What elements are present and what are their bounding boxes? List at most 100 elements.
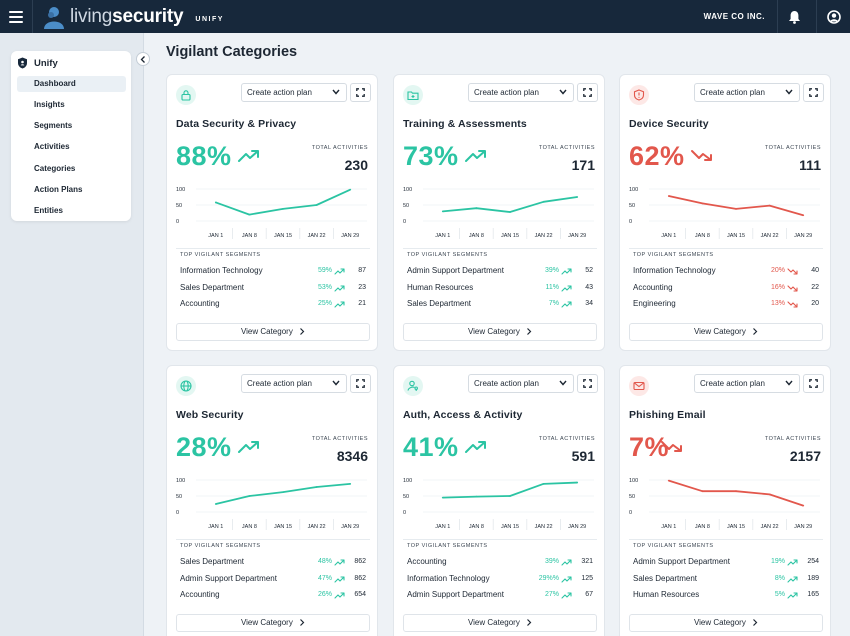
segment-percent: 26% bbox=[317, 591, 332, 598]
notifications-button[interactable] bbox=[777, 0, 811, 33]
vigilant-percent: 28% bbox=[176, 432, 232, 462]
shield-alert-icon bbox=[633, 89, 645, 101]
segment-name: Human Resources bbox=[633, 590, 700, 599]
segment-name: Admin Support Department bbox=[180, 573, 277, 583]
segment-row[interactable]: Accounting 16% 22 bbox=[633, 281, 819, 295]
segment-row[interactable]: Admin Support Department 27% 67 bbox=[407, 588, 593, 602]
segment-name: Engineering bbox=[633, 299, 676, 308]
expand-button[interactable] bbox=[577, 83, 598, 102]
segment-row[interactable]: Information Technology 59% 87 bbox=[180, 264, 366, 278]
create-action-plan-dropdown[interactable]: Create action plan bbox=[694, 83, 800, 102]
company-name: WAVE CO INC. bbox=[703, 12, 765, 21]
segment-count: 862 bbox=[354, 558, 366, 565]
data-point bbox=[475, 207, 478, 210]
expand-icon bbox=[809, 88, 818, 97]
top-segments-label: TOP VIGILANT SEGMENTS bbox=[180, 252, 261, 258]
user-menu-button[interactable] bbox=[816, 0, 850, 33]
segment-row[interactable]: Human Resources 11% 43 bbox=[407, 281, 593, 295]
trend-up-icon bbox=[334, 301, 345, 308]
create-action-plan-dropdown[interactable]: Create action plan bbox=[694, 374, 800, 393]
segment-row[interactable]: Sales Department 48% 862 bbox=[180, 555, 366, 569]
chevron-right-icon bbox=[753, 619, 758, 626]
segment-row[interactable]: Information Technology 20% 40 bbox=[633, 264, 819, 278]
segment-row[interactable]: Admin Support Department 47% 862 bbox=[180, 572, 366, 586]
expand-button[interactable] bbox=[803, 374, 824, 393]
expand-button[interactable] bbox=[577, 374, 598, 393]
x-tick-label: JAN 1 bbox=[208, 524, 223, 530]
top-segments-label: TOP VIGILANT SEGMENTS bbox=[633, 543, 714, 549]
expand-button[interactable] bbox=[803, 83, 824, 102]
total-activities-label: TOTAL ACTIVITIES bbox=[311, 145, 368, 151]
segment-percent: 8% bbox=[774, 574, 785, 582]
top-segments-panel: TOP VIGILANT SEGMENTS Information Techno… bbox=[176, 248, 370, 314]
sidebar-collapse-button[interactable] bbox=[136, 52, 150, 66]
sidebar-item-action-plans[interactable]: Action Plans bbox=[34, 185, 83, 194]
segment-row[interactable]: Admin Support Department 39% 52 bbox=[407, 264, 593, 278]
x-tick-label: JAN 29 bbox=[794, 524, 812, 530]
trend-up-icon bbox=[465, 441, 486, 453]
chevron-down-icon bbox=[559, 89, 567, 95]
create-action-plan-dropdown[interactable]: Create action plan bbox=[241, 374, 347, 393]
create-action-plan-dropdown[interactable]: Create action plan bbox=[241, 83, 347, 102]
segment-count: 40 bbox=[811, 267, 819, 274]
view-category-button[interactable]: View Category bbox=[403, 323, 597, 341]
create-action-plan-label: Create action plan bbox=[247, 88, 312, 97]
view-category-button[interactable]: View Category bbox=[403, 614, 597, 632]
menu-icon[interactable] bbox=[0, 0, 33, 33]
top-segments-panel: TOP VIGILANT SEGMENTS Admin Support Depa… bbox=[403, 248, 597, 314]
vigilant-percent: 7% bbox=[629, 432, 670, 462]
user-key-icon bbox=[407, 380, 418, 391]
segment-row[interactable]: Human Resources 5% 165 bbox=[633, 588, 819, 602]
y-tick-label: 0 bbox=[403, 219, 406, 225]
sidebar-item-dashboard[interactable]: Dashboard bbox=[17, 76, 126, 92]
expand-button[interactable] bbox=[350, 83, 371, 102]
y-tick-label: 0 bbox=[629, 510, 632, 516]
view-category-button[interactable]: View Category bbox=[176, 323, 370, 341]
data-point bbox=[282, 491, 284, 494]
total-activities-label: TOTAL ACTIVITIES bbox=[311, 436, 368, 442]
segment-row[interactable]: Sales Department 8% 189 bbox=[633, 572, 819, 586]
create-action-plan-dropdown[interactable]: Create action plan bbox=[468, 374, 574, 393]
x-tick-label: JAN 15 bbox=[501, 233, 519, 239]
segment-row[interactable]: Engineering 13% 20 bbox=[633, 297, 819, 311]
segment-row[interactable]: Accounting 39% 321 bbox=[407, 555, 593, 569]
segment-name: Accounting bbox=[180, 299, 220, 308]
segment-name: Sales Department bbox=[180, 282, 245, 292]
segment-row[interactable]: Accounting 25% 21 bbox=[180, 297, 366, 311]
trend-up-icon bbox=[334, 575, 345, 583]
y-tick-label: 0 bbox=[176, 510, 179, 516]
segment-row[interactable]: Information Technology 29%% 125 bbox=[407, 572, 593, 586]
trend-down-icon bbox=[787, 301, 798, 308]
category-card: Create action plan Auth, Access & Activi… bbox=[393, 365, 605, 636]
sidebar-item-entities[interactable]: Entities bbox=[34, 206, 63, 215]
logo[interactable]: livingsecurity UNIFY bbox=[42, 4, 224, 30]
top-segments-panel: TOP VIGILANT SEGMENTS Accounting 39% 321 In… bbox=[403, 539, 597, 605]
sidebar-item-categories[interactable]: Categories bbox=[34, 164, 76, 173]
x-tick-label: JAN 1 bbox=[208, 233, 223, 239]
vigilant-percent: 41% bbox=[403, 432, 459, 462]
create-action-plan-dropdown[interactable]: Create action plan bbox=[468, 83, 574, 102]
x-tick-label: JAN 29 bbox=[794, 233, 812, 239]
segment-count: 165 bbox=[807, 591, 819, 598]
sidebar-item-activities[interactable]: Activities bbox=[34, 142, 70, 151]
product-name: UNIFY bbox=[195, 15, 224, 23]
x-tick-label: JAN 22 bbox=[761, 233, 779, 239]
segment-name: Human Resources bbox=[407, 282, 474, 292]
sidebar-item-insights[interactable]: Insights bbox=[34, 100, 65, 109]
segment-row[interactable]: Sales Department 7% 34 bbox=[407, 297, 593, 311]
segment-row[interactable]: Admin Support Department 19% 254 bbox=[633, 555, 819, 569]
segment-row[interactable]: Accounting 26% 654 bbox=[180, 588, 366, 602]
top-segments-label: TOP VIGILANT SEGMENTS bbox=[180, 543, 261, 549]
y-tick-label: 100 bbox=[176, 187, 185, 193]
expand-button[interactable] bbox=[350, 374, 371, 393]
segment-row[interactable]: Sales Department 53% 23 bbox=[180, 281, 366, 295]
data-point bbox=[214, 201, 217, 204]
segment-percent: 53% bbox=[317, 283, 332, 291]
sidebar-item-segments[interactable]: Segments bbox=[34, 121, 73, 130]
series-line bbox=[442, 196, 578, 213]
view-category-button[interactable]: View Category bbox=[629, 323, 823, 341]
view-category-button[interactable]: View Category bbox=[629, 614, 823, 632]
data-point bbox=[509, 211, 511, 213]
y-tick-label: 100 bbox=[629, 187, 638, 193]
view-category-button[interactable]: View Category bbox=[176, 614, 370, 632]
